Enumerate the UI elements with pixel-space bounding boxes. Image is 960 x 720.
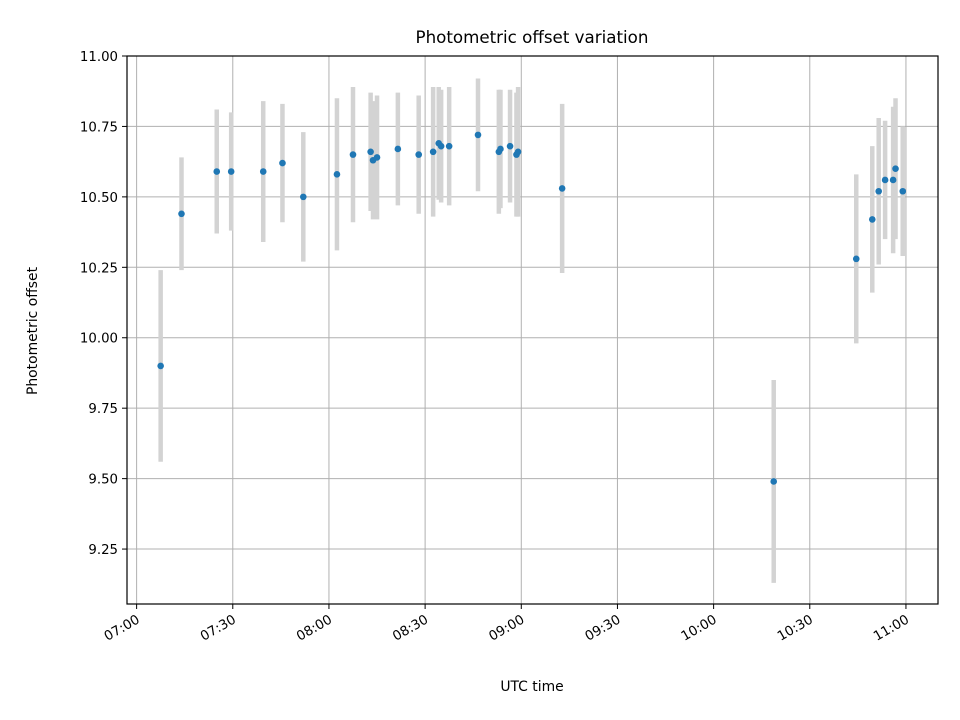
- y-tick-label: 10.25: [80, 261, 118, 276]
- x-tick-label: 09:00: [487, 612, 528, 644]
- x-tick-label: 09:30: [583, 612, 624, 644]
- data-point: [213, 168, 221, 175]
- data-point: [868, 216, 876, 223]
- data-point: [415, 151, 423, 158]
- data-point: [506, 142, 514, 150]
- grid-lines: [127, 55, 938, 604]
- data-point: [349, 151, 357, 158]
- data-point: [373, 154, 381, 161]
- data-point: [178, 210, 185, 218]
- x-tick-label: 08:30: [390, 612, 431, 644]
- data-point: [889, 176, 897, 184]
- chart-title: Photometric offset variation: [416, 27, 649, 47]
- y-axis-title: Photometric offset: [25, 266, 41, 395]
- data-point: [227, 168, 235, 175]
- data-point: [429, 148, 437, 156]
- x-axis-ticks: 07:00 07:30 08:00 08:30 09:00 09:30 10:00 10:30…: [102, 604, 912, 645]
- data-point: [558, 185, 566, 192]
- data-point: [881, 176, 889, 184]
- data-point: [367, 148, 374, 156]
- data-point: [437, 142, 445, 150]
- data-points: [157, 131, 907, 485]
- data-point: [474, 131, 482, 139]
- y-tick-label: 10.75: [80, 120, 118, 135]
- x-axis-title: UTC time: [500, 679, 563, 695]
- data-point: [394, 145, 402, 153]
- data-point: [770, 478, 778, 485]
- data-point: [875, 187, 882, 195]
- x-tick-label: 11:00: [871, 612, 912, 644]
- error-bars: [158, 78, 905, 583]
- y-axis-ticks: 9.25 9.50 9.75 10.00 10.25 10.50 10.75 11.00: [80, 50, 127, 558]
- plot-frame: [126, 55, 939, 605]
- data-point: [333, 171, 341, 178]
- x-tick-label: 08:00: [294, 612, 335, 644]
- y-tick-label: 9.50: [88, 473, 118, 488]
- x-tick-label: 10:30: [775, 612, 816, 644]
- data-point: [899, 187, 907, 195]
- data-point: [514, 148, 522, 156]
- y-tick-label: 9.25: [88, 543, 118, 558]
- data-point: [259, 168, 267, 175]
- data-point: [279, 159, 286, 167]
- y-tick-label: 10.50: [80, 191, 118, 206]
- data-point: [892, 165, 899, 172]
- x-tick-label: 10:00: [679, 612, 720, 644]
- y-tick-label: 11.00: [80, 50, 118, 65]
- data-point: [852, 255, 860, 263]
- x-tick-label: 07:00: [102, 612, 143, 644]
- data-point: [157, 362, 164, 370]
- y-tick-label: 9.75: [88, 402, 118, 417]
- y-tick-label: 10.00: [80, 332, 118, 347]
- data-point: [497, 145, 504, 153]
- x-tick-label: 07:30: [198, 612, 239, 644]
- data-point: [300, 193, 307, 201]
- data-point: [445, 142, 453, 150]
